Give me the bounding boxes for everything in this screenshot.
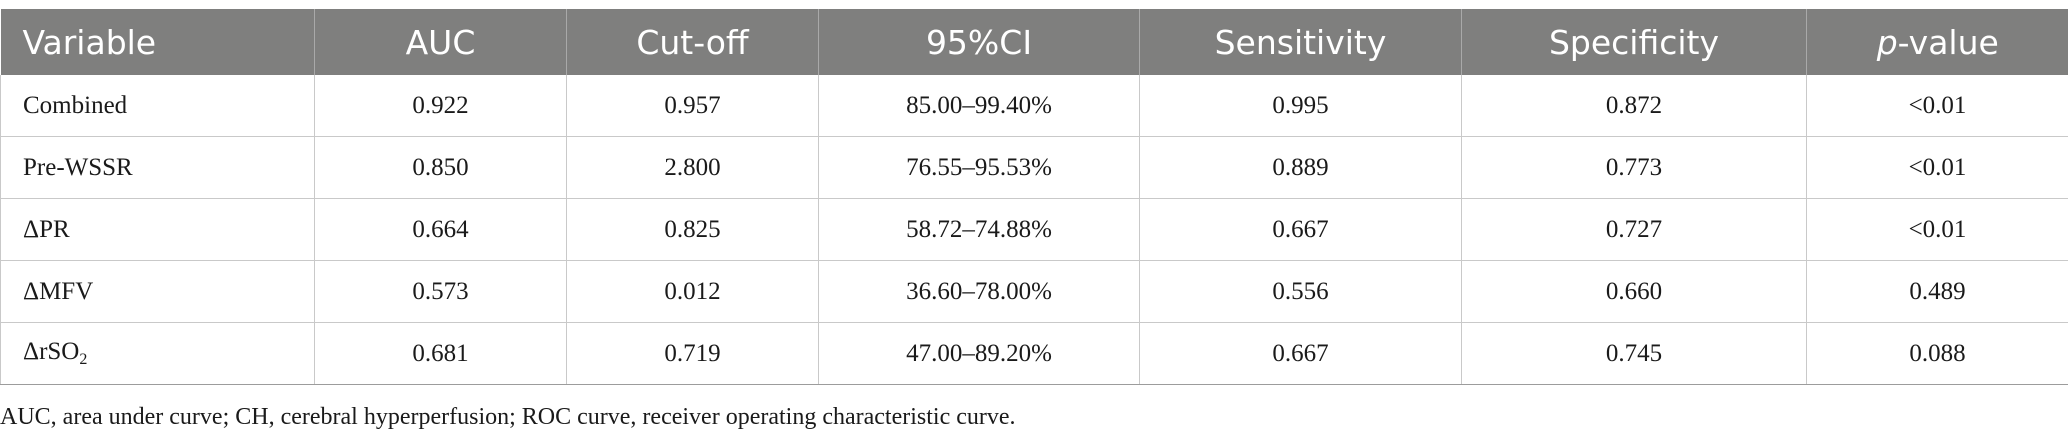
cell-ci: 76.55–95.53% xyxy=(818,136,1140,199)
cell-pvalue: <0.01 xyxy=(1806,136,2068,199)
cell-ci: 58.72–74.88% xyxy=(818,198,1140,261)
header-pvalue-italic: p xyxy=(1876,22,1898,62)
cell-variable-subscript: 2 xyxy=(79,351,88,368)
header-sensitivity: Sensitivity xyxy=(1139,9,1462,75)
cell-cutoff: 0.825 xyxy=(566,198,819,261)
cell-variable: ΔrSO2 xyxy=(0,322,315,385)
cell-sensitivity: 0.995 xyxy=(1139,75,1462,137)
header-pvalue: p-value xyxy=(1806,9,2068,75)
table-body: Combined 0.922 0.957 85.00–99.40% 0.995 … xyxy=(0,75,2068,385)
table-row: Combined 0.922 0.957 85.00–99.40% 0.995 … xyxy=(0,75,2068,137)
cell-pvalue: <0.01 xyxy=(1806,75,2068,137)
cell-auc: 0.922 xyxy=(314,75,567,137)
cell-sensitivity: 0.667 xyxy=(1139,198,1462,261)
cell-auc: 0.850 xyxy=(314,136,567,199)
header-row: Variable AUC Cut-off 95%CI Sensitivity S… xyxy=(0,9,2068,75)
cell-specificity: 0.727 xyxy=(1461,198,1807,261)
cell-pvalue: 0.489 xyxy=(1806,260,2068,323)
header-auc: AUC xyxy=(314,9,567,75)
table-footnote: AUC, area under curve; CH, cerebral hype… xyxy=(0,404,1016,430)
roc-results-table: Variable AUC Cut-off 95%CI Sensitivity S… xyxy=(0,9,2068,385)
header-ci: 95%CI xyxy=(818,9,1140,75)
cell-variable-main: ΔrSO xyxy=(23,338,80,365)
cell-ci: 36.60–78.00% xyxy=(818,260,1140,323)
header-variable: Variable xyxy=(0,9,315,75)
cell-auc: 0.681 xyxy=(314,322,567,385)
table-row: ΔPR 0.664 0.825 58.72–74.88% 0.667 0.727… xyxy=(0,198,2068,261)
header-specificity: Specificity xyxy=(1461,9,1807,75)
cell-variable: ΔMFV xyxy=(0,260,315,323)
cell-cutoff: 2.800 xyxy=(566,136,819,199)
cell-cutoff: 0.957 xyxy=(566,75,819,137)
cell-sensitivity: 0.556 xyxy=(1139,260,1462,323)
table-header: Variable AUC Cut-off 95%CI Sensitivity S… xyxy=(0,9,2068,75)
cell-cutoff: 0.012 xyxy=(566,260,819,323)
cell-auc: 0.664 xyxy=(314,198,567,261)
cell-variable: Pre-WSSR xyxy=(0,136,315,199)
cell-ci: 85.00–99.40% xyxy=(818,75,1140,137)
cell-specificity: 0.773 xyxy=(1461,136,1807,199)
cell-sensitivity: 0.667 xyxy=(1139,322,1462,385)
cell-ci: 47.00–89.20% xyxy=(818,322,1140,385)
cell-cutoff: 0.719 xyxy=(566,322,819,385)
cell-specificity: 0.872 xyxy=(1461,75,1807,137)
table-row: ΔMFV 0.573 0.012 36.60–78.00% 0.556 0.66… xyxy=(0,260,2068,323)
header-cutoff: Cut-off xyxy=(566,9,819,75)
table-row: ΔrSO2 0.681 0.719 47.00–89.20% 0.667 0.7… xyxy=(0,322,2068,385)
cell-variable: ΔPR xyxy=(0,198,315,261)
cell-specificity: 0.745 xyxy=(1461,322,1807,385)
cell-variable: Combined xyxy=(0,75,315,137)
cell-pvalue: 0.088 xyxy=(1806,322,2068,385)
cell-sensitivity: 0.889 xyxy=(1139,136,1462,199)
table-row: Pre-WSSR 0.850 2.800 76.55–95.53% 0.889 … xyxy=(0,136,2068,199)
cell-pvalue: <0.01 xyxy=(1806,198,2068,261)
results-table-container: Variable AUC Cut-off 95%CI Sensitivity S… xyxy=(0,9,2068,385)
cell-specificity: 0.660 xyxy=(1461,260,1807,323)
cell-auc: 0.573 xyxy=(314,260,567,323)
header-pvalue-suffix: -value xyxy=(1897,22,1999,62)
